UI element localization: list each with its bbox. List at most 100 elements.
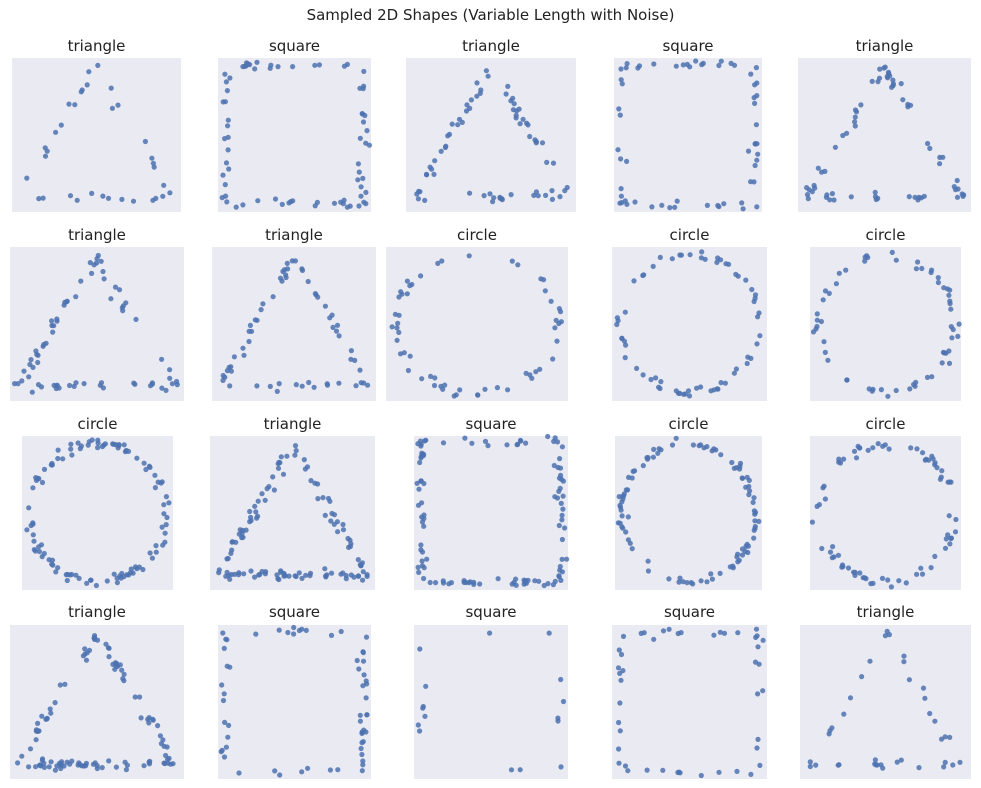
scatter-point bbox=[356, 666, 362, 672]
subplot-19-points bbox=[615, 626, 766, 779]
scatter-point bbox=[870, 445, 876, 451]
scatter-point bbox=[423, 437, 429, 443]
scatter-point bbox=[485, 443, 491, 449]
subplot-10-axes bbox=[810, 247, 961, 401]
scatter-point bbox=[95, 437, 101, 443]
scatter-point bbox=[956, 321, 962, 327]
scatter-point bbox=[67, 761, 73, 767]
scatter-point bbox=[227, 664, 233, 670]
scatter-point bbox=[272, 768, 278, 774]
scatter-point bbox=[673, 435, 679, 441]
scatter-point bbox=[247, 508, 253, 515]
scatter-point bbox=[446, 581, 452, 587]
subplot-13-axes bbox=[414, 436, 568, 590]
scatter-point bbox=[357, 718, 363, 724]
scatter-point bbox=[222, 374, 228, 380]
scatter-point bbox=[132, 694, 138, 700]
scatter-point bbox=[276, 627, 282, 633]
scatter-point bbox=[121, 442, 127, 448]
scatter-point bbox=[550, 582, 557, 588]
subplot-7-points bbox=[220, 258, 371, 394]
subplot-7-axes bbox=[212, 247, 376, 401]
scatter-point bbox=[676, 769, 682, 775]
scatter-point bbox=[617, 700, 623, 706]
scatter-point bbox=[913, 266, 920, 272]
scatter-point bbox=[513, 112, 519, 118]
scatter-point bbox=[862, 254, 868, 260]
scatter-point bbox=[150, 160, 156, 166]
scatter-point bbox=[677, 252, 683, 258]
scatter-point bbox=[857, 570, 863, 576]
scatter-point bbox=[225, 134, 231, 140]
scatter-point bbox=[617, 728, 623, 734]
scatter-point bbox=[918, 565, 924, 571]
scatter-point bbox=[508, 192, 514, 198]
scatter-point bbox=[825, 357, 831, 363]
scatter-point bbox=[29, 389, 35, 395]
scatter-point bbox=[36, 196, 42, 202]
scatter-point bbox=[645, 558, 651, 564]
scatter-point bbox=[41, 466, 48, 472]
scatter-point bbox=[516, 106, 522, 112]
scatter-point bbox=[481, 193, 487, 199]
scatter-point bbox=[51, 323, 57, 329]
scatter-point bbox=[564, 184, 570, 191]
scatter-point bbox=[357, 712, 363, 718]
scatter-point bbox=[67, 193, 74, 199]
scatter-point bbox=[361, 199, 367, 205]
scatter-point bbox=[822, 168, 828, 174]
scatter-point bbox=[394, 337, 400, 343]
scatter-point bbox=[221, 754, 228, 760]
scatter-point bbox=[398, 289, 404, 295]
scatter-point bbox=[718, 58, 724, 64]
scatter-point bbox=[218, 749, 224, 755]
scatter-point bbox=[421, 523, 427, 529]
scatter-point bbox=[544, 159, 550, 165]
scatter-point bbox=[839, 564, 845, 570]
scatter-point bbox=[650, 454, 657, 460]
subplot-2-title: square bbox=[268, 37, 321, 55]
scatter-point bbox=[252, 66, 258, 72]
scatter-point bbox=[475, 392, 481, 398]
scatter-point bbox=[352, 357, 358, 363]
scatter-point bbox=[894, 759, 900, 765]
scatter-point bbox=[225, 734, 231, 740]
scatter-point bbox=[651, 446, 657, 452]
scatter-point bbox=[98, 258, 104, 264]
scatter-point bbox=[236, 770, 242, 776]
scatter-point bbox=[47, 706, 53, 712]
scatter-point bbox=[336, 333, 342, 339]
scatter-point bbox=[19, 378, 25, 384]
scatter-point bbox=[163, 752, 169, 759]
scatter-point bbox=[355, 161, 361, 167]
scatter-point bbox=[903, 580, 909, 586]
scatter-point bbox=[533, 369, 539, 375]
scatter-point bbox=[162, 539, 168, 545]
scatter-point bbox=[420, 705, 426, 711]
scatter-point bbox=[946, 513, 952, 519]
scatter-point bbox=[432, 158, 438, 164]
scatter-point bbox=[927, 710, 933, 717]
scatter-point bbox=[225, 147, 231, 153]
scatter-point bbox=[711, 632, 717, 638]
scatter-point bbox=[954, 177, 960, 184]
scatter-point bbox=[955, 333, 961, 339]
scatter-point bbox=[292, 573, 298, 579]
scatter-point bbox=[49, 318, 55, 324]
scatter-point bbox=[286, 573, 292, 579]
scatter-point bbox=[141, 460, 147, 466]
scatter-point bbox=[559, 536, 566, 543]
scatter-point bbox=[303, 572, 309, 578]
scatter-point bbox=[686, 393, 693, 399]
scatter-point bbox=[822, 496, 829, 502]
scatter-point bbox=[360, 683, 366, 689]
scatter-point bbox=[751, 95, 757, 101]
scatter-point bbox=[852, 123, 858, 129]
scatter-point bbox=[873, 762, 879, 768]
scatter-point bbox=[159, 356, 165, 362]
scatter-point bbox=[746, 483, 752, 490]
scatter-point bbox=[241, 352, 247, 358]
scatter-point bbox=[104, 578, 110, 584]
scatter-point bbox=[832, 144, 839, 150]
scatter-point bbox=[415, 502, 422, 508]
